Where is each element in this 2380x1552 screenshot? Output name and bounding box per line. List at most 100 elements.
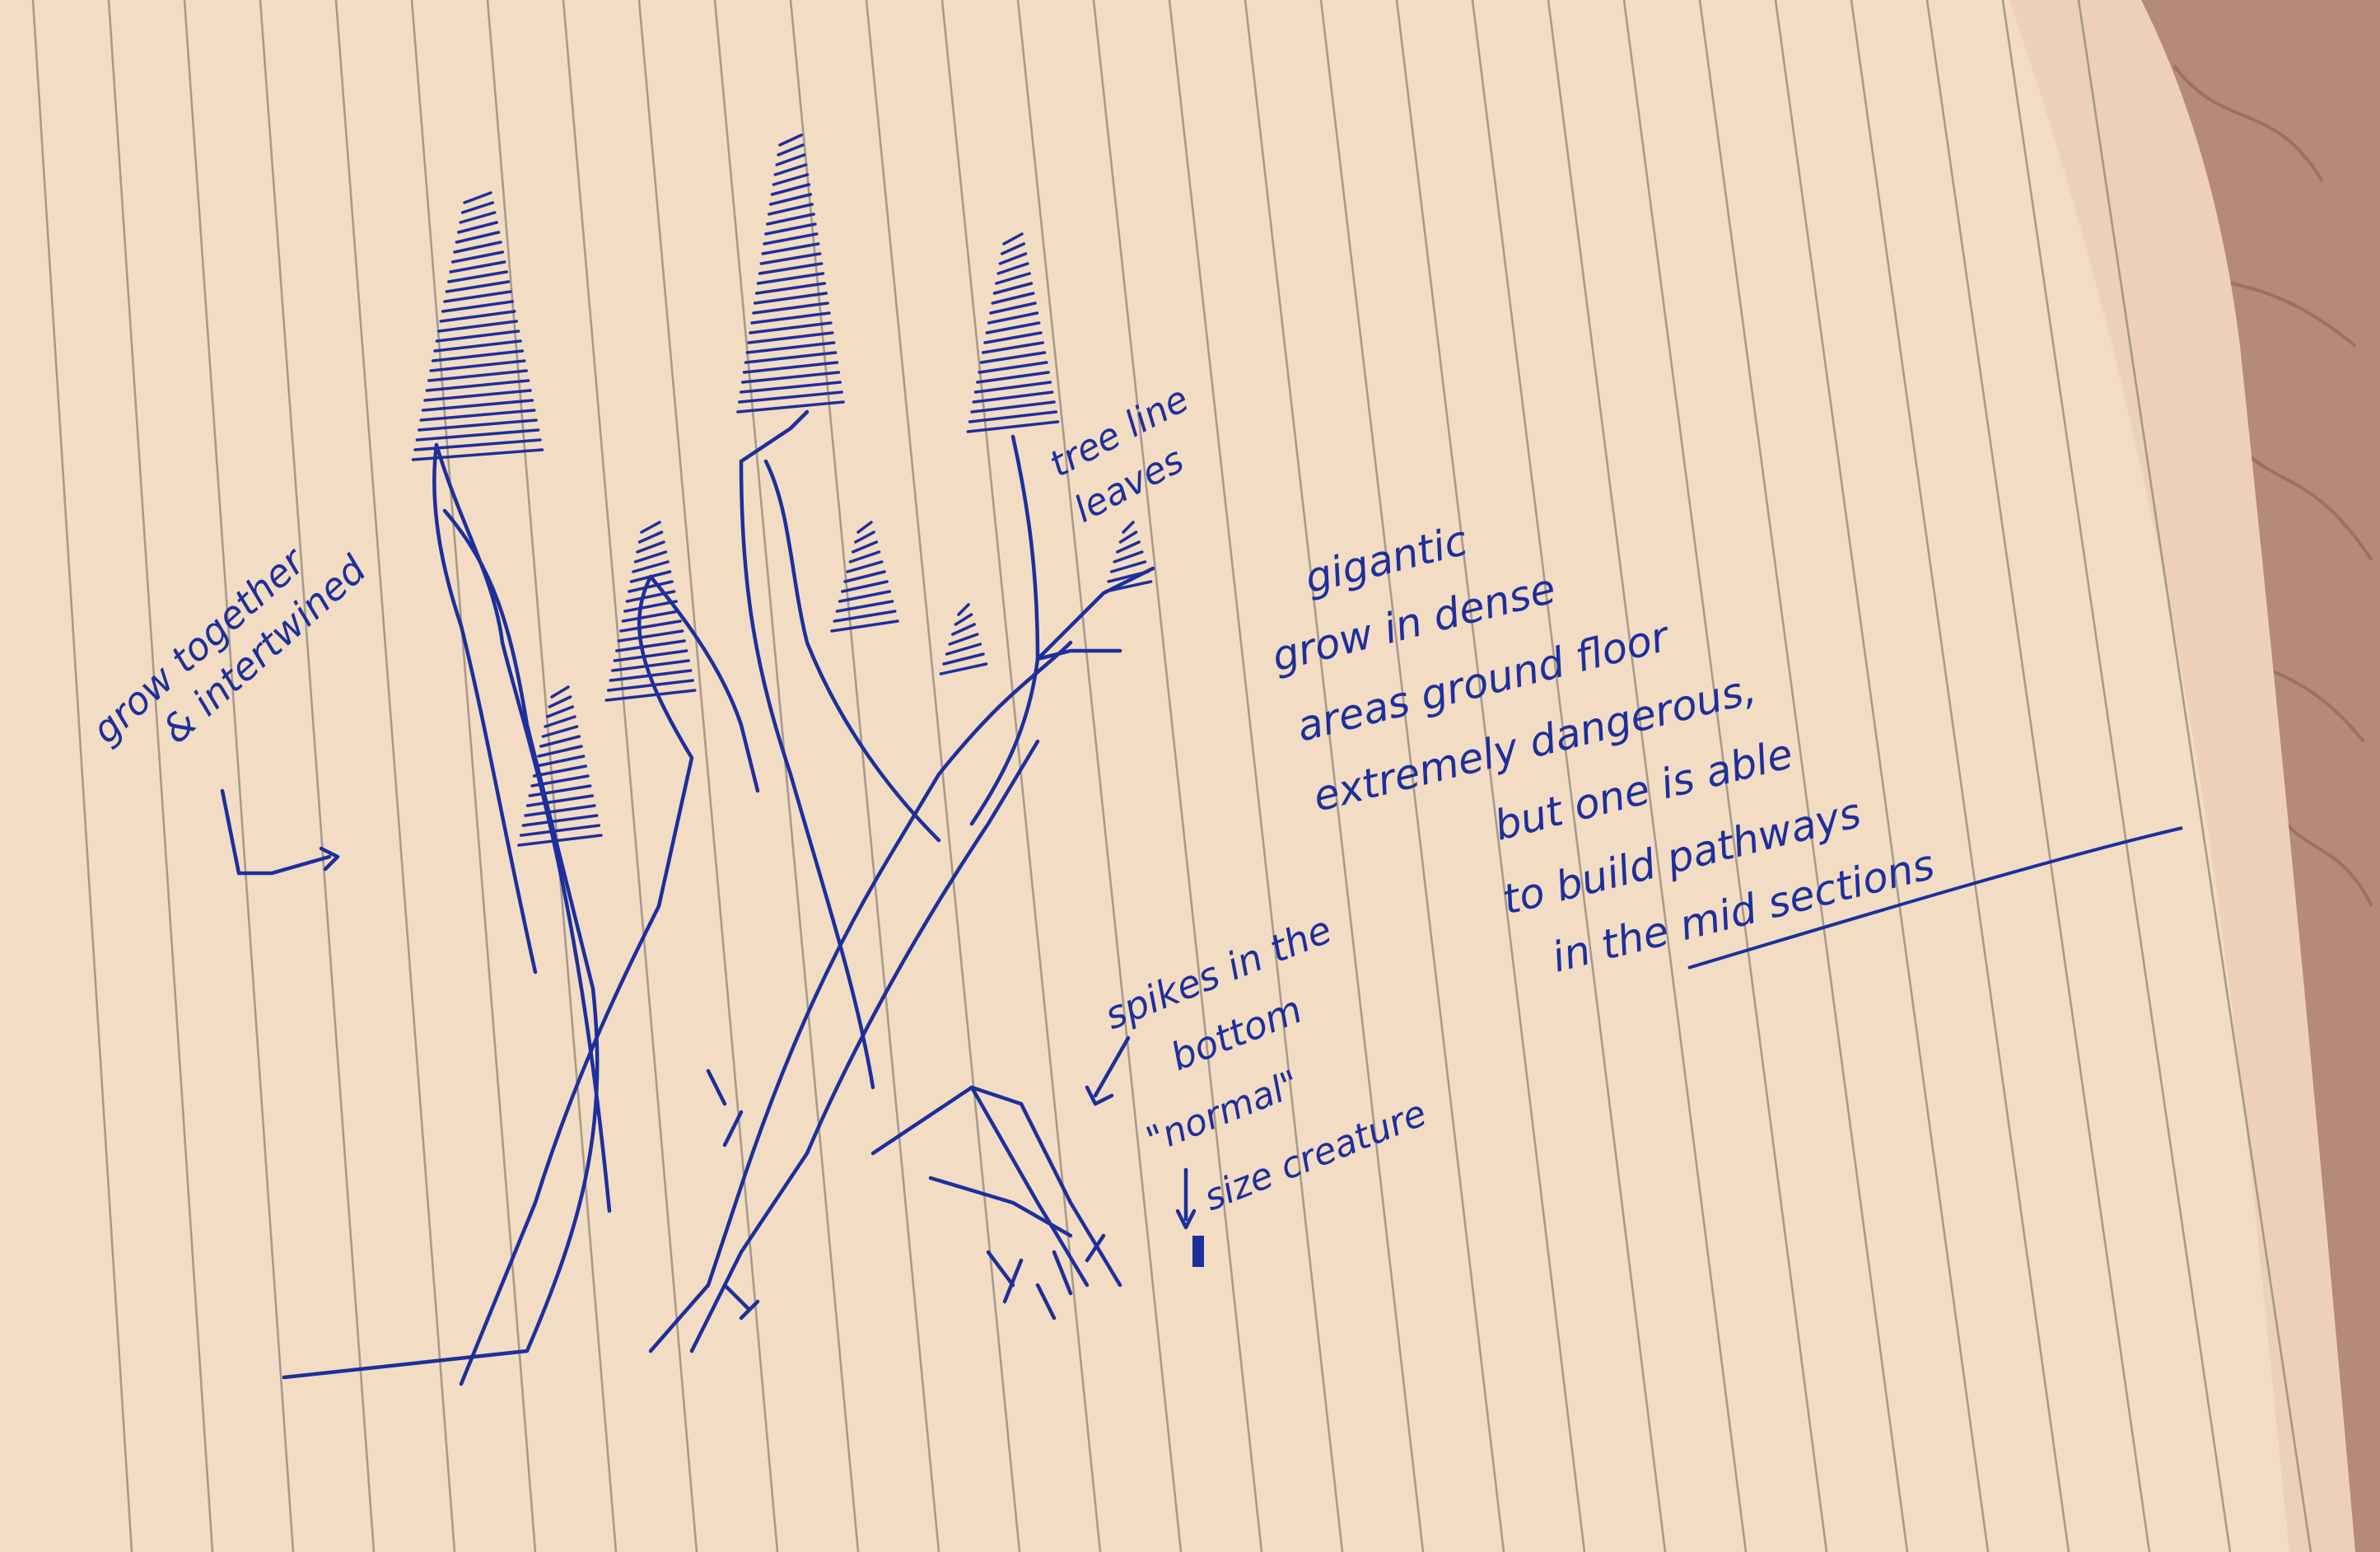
ruled-line bbox=[183, 0, 295, 1552]
foliage-hatch bbox=[463, 191, 492, 204]
foliage-hatch bbox=[1002, 232, 1024, 245]
foliage-hatch bbox=[833, 610, 897, 623]
foliage-hatch bbox=[985, 321, 1041, 334]
foliage-hatch bbox=[750, 311, 831, 325]
ruled-line bbox=[1168, 0, 1344, 1552]
foliage-hatch bbox=[846, 560, 884, 573]
foliage-hatch bbox=[611, 659, 690, 672]
foliage-hatch bbox=[443, 290, 512, 303]
ruled-line bbox=[1092, 0, 1263, 1552]
foliage-hatch bbox=[617, 629, 684, 643]
foliage-hatch bbox=[992, 282, 1034, 295]
foliage-hatch bbox=[770, 183, 811, 196]
foliage-hatch bbox=[854, 531, 875, 544]
foliage-hatch bbox=[778, 133, 803, 147]
foliage-hatch bbox=[545, 705, 575, 718]
page-shade bbox=[2009, 0, 2355, 1552]
foliage-hatch bbox=[457, 221, 498, 234]
foliage-hatch bbox=[764, 222, 817, 236]
foliage-hatch bbox=[604, 689, 697, 702]
foliage-hatch bbox=[1116, 540, 1141, 554]
foliage-hatch bbox=[945, 643, 982, 656]
foliage-hatch bbox=[524, 804, 596, 817]
foliage-hatch bbox=[525, 794, 595, 807]
foliage-hatch bbox=[772, 173, 810, 186]
ruled-line bbox=[1319, 0, 1505, 1552]
foliage-hatch bbox=[768, 203, 814, 216]
foliage-hatch bbox=[450, 250, 505, 264]
ruled-line bbox=[1774, 0, 1990, 1552]
foliage-hatch bbox=[951, 623, 976, 636]
ruled-line bbox=[562, 0, 698, 1552]
foliage-hatch bbox=[636, 540, 665, 554]
foliage-hatch bbox=[995, 272, 1031, 285]
foliage-hatch bbox=[625, 590, 676, 603]
ruled-line bbox=[1850, 0, 2070, 1552]
foliage-hatch bbox=[998, 252, 1028, 265]
foliage-hatch bbox=[766, 213, 815, 226]
foliage-hatch bbox=[754, 282, 827, 295]
foliage-hatch bbox=[453, 241, 502, 254]
foliage-hatch bbox=[775, 153, 806, 166]
foliage-hatch bbox=[856, 521, 873, 534]
foliage-hatch bbox=[979, 351, 1047, 364]
foliage-hatch bbox=[429, 359, 526, 372]
ruled-line bbox=[334, 0, 456, 1552]
foliage-hatch bbox=[991, 292, 1035, 305]
foliage-hatch bbox=[433, 339, 522, 353]
foliage-hatch bbox=[972, 390, 1054, 404]
foliage-hatch bbox=[739, 381, 842, 394]
foliage-hatch bbox=[528, 784, 592, 797]
ruled-line bbox=[486, 0, 618, 1552]
foliage-hatch bbox=[830, 619, 899, 633]
foliage-hatch bbox=[981, 341, 1045, 354]
foliage-hatch bbox=[437, 320, 518, 333]
ruled-line bbox=[865, 0, 1021, 1552]
foliage-hatch bbox=[749, 321, 833, 334]
foliage-hatch bbox=[753, 292, 828, 305]
foliage-hatch bbox=[519, 824, 601, 837]
foliage-hatch bbox=[628, 580, 674, 593]
ruled-line bbox=[1395, 0, 1586, 1552]
ruled-line bbox=[2077, 0, 2312, 1552]
ruled-line bbox=[940, 0, 1102, 1552]
foliage-hatch bbox=[978, 361, 1048, 374]
foliage-hatch bbox=[632, 560, 670, 573]
ruled-line bbox=[107, 0, 214, 1552]
foliage-hatch bbox=[532, 764, 588, 778]
foliage-hatch bbox=[838, 590, 892, 603]
foliage-hatch bbox=[521, 814, 599, 827]
foliage-hatch bbox=[942, 652, 985, 666]
foliage-hatch bbox=[449, 260, 506, 273]
foliage-hatch bbox=[989, 302, 1037, 315]
foliage-hatch bbox=[423, 389, 532, 402]
foliage-hatch bbox=[534, 755, 586, 768]
ruled-line bbox=[1016, 0, 1183, 1552]
foliage-hatch bbox=[740, 371, 841, 384]
foliage-hatch bbox=[747, 331, 834, 344]
ruled-line bbox=[1547, 0, 1748, 1552]
foliage-hatch bbox=[607, 679, 694, 692]
foliage-hatch bbox=[761, 242, 820, 255]
foliage-hatch bbox=[419, 409, 536, 422]
foliage-hatch bbox=[460, 201, 495, 214]
foliage-hatch bbox=[987, 311, 1039, 325]
foliage-hatch bbox=[835, 600, 894, 613]
ruled-line bbox=[789, 0, 940, 1552]
tree-foliage bbox=[411, 133, 1153, 847]
ruled-line bbox=[1698, 0, 1909, 1552]
foliage-hatch bbox=[541, 725, 579, 738]
ruled-line bbox=[410, 0, 537, 1552]
foliage-hatch bbox=[621, 610, 680, 623]
foliage-hatch bbox=[742, 361, 839, 374]
ruled-line bbox=[259, 0, 376, 1552]
foliage-hatch bbox=[1000, 242, 1026, 255]
ruled-line bbox=[2001, 0, 2232, 1552]
foliage-hatch bbox=[445, 280, 511, 293]
foliage-hatch bbox=[413, 438, 542, 451]
foliage-hatch bbox=[550, 685, 570, 699]
foliage-hatch bbox=[1118, 531, 1138, 544]
foliage-hatch bbox=[411, 448, 544, 461]
foliage-hatch bbox=[615, 639, 686, 652]
ruled-line bbox=[1925, 0, 2151, 1552]
